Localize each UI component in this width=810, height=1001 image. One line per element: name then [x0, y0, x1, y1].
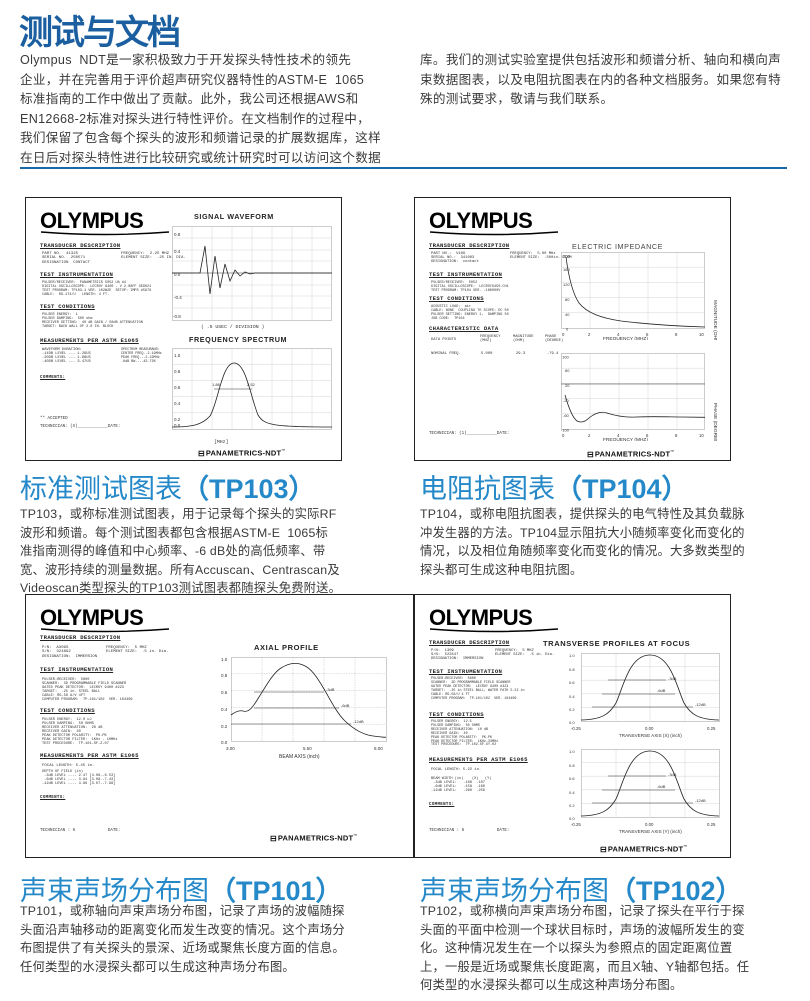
svg-text:0.0: 0.0 — [174, 272, 181, 277]
svg-text:3.00: 3.00 — [226, 746, 235, 751]
svg-text:2: 2 — [588, 433, 591, 438]
svg-text:0.4: 0.4 — [174, 249, 181, 254]
svg-text:TRANSVERSE AXIS (X) (inch): TRANSVERSE AXIS (X) (inch) — [619, 733, 682, 738]
svg-text:0.2: 0.2 — [569, 803, 575, 808]
svg-text:160: 160 — [563, 267, 570, 272]
svg-text:0.2: 0.2 — [221, 724, 228, 729]
svg-text:-20: -20 — [563, 398, 570, 403]
svg-text:-12dB: -12dB — [695, 702, 706, 707]
svg-text:0: 0 — [566, 327, 569, 332]
svg-text:-12dB: -12dB — [353, 719, 364, 724]
svg-text:0.25: 0.25 — [707, 726, 716, 731]
svg-text:-3dB: -3dB — [326, 687, 335, 692]
svg-text:2.52: 2.52 — [247, 382, 256, 387]
svg-text:0.4: 0.4 — [221, 707, 228, 712]
svg-text:-6dB: -6dB — [341, 703, 350, 708]
svg-text:-3dB: -3dB — [668, 676, 677, 681]
svg-text:-12dB: -12dB — [695, 798, 706, 803]
svg-text:40: 40 — [565, 312, 570, 317]
svg-text:-100: -100 — [561, 428, 570, 433]
svg-text:-0.4: -0.4 — [174, 295, 182, 300]
svg-text:1.0: 1.0 — [174, 353, 181, 358]
svg-text:-6dB: -6dB — [657, 688, 666, 693]
svg-text:0.8: 0.8 — [221, 673, 228, 678]
svg-text:10: 10 — [699, 433, 704, 438]
svg-text:60: 60 — [565, 368, 570, 373]
svg-text:8: 8 — [675, 433, 678, 438]
svg-text:0.00: 0.00 — [645, 822, 654, 827]
svg-text:0.0: 0.0 — [569, 720, 575, 725]
svg-text:BEAM AXIS (inch): BEAM AXIS (inch) — [279, 754, 320, 760]
svg-text:10: 10 — [699, 332, 704, 337]
svg-text:0.00: 0.00 — [645, 726, 654, 731]
svg-text:0.6: 0.6 — [174, 385, 181, 390]
svg-text:0.4: 0.4 — [569, 790, 575, 795]
svg-text:0: 0 — [562, 433, 565, 438]
svg-text:8: 8 — [675, 332, 678, 337]
svg-text:0.4: 0.4 — [174, 401, 181, 406]
svg-text:FREQUENCY (MHZ): FREQUENCY (MHZ) — [603, 437, 648, 441]
svg-text:-0.25: -0.25 — [571, 822, 581, 827]
svg-text:-3dB: -3dB — [668, 772, 677, 777]
svg-text:-60: -60 — [563, 413, 570, 418]
svg-text:0.0: 0.0 — [174, 423, 181, 428]
svg-text:0.25: 0.25 — [707, 822, 716, 827]
svg-text:0.8: 0.8 — [569, 667, 575, 672]
svg-text:0.2: 0.2 — [569, 707, 575, 712]
svg-text:120: 120 — [563, 282, 570, 287]
svg-text:0: 0 — [562, 332, 565, 337]
svg-text:0.8: 0.8 — [569, 763, 575, 768]
svg-text:1.0: 1.0 — [569, 749, 575, 754]
svg-text:20: 20 — [565, 383, 570, 388]
svg-text:-0.25: -0.25 — [571, 726, 581, 731]
svg-text:0.6: 0.6 — [221, 690, 228, 695]
svg-text:0.6: 0.6 — [569, 680, 575, 685]
svg-text:0.0: 0.0 — [569, 816, 575, 821]
svg-text:FREQUENCY (MHZ): FREQUENCY (MHZ) — [603, 336, 648, 340]
svg-text:100: 100 — [562, 355, 569, 360]
svg-text:0.4: 0.4 — [569, 694, 575, 699]
svg-text:2: 2 — [588, 332, 591, 337]
svg-text:0.6: 0.6 — [569, 776, 575, 781]
svg-text:TRANSVERSE AXIS (Y) (inch): TRANSVERSE AXIS (Y) (inch) — [619, 829, 682, 834]
svg-text:0.8: 0.8 — [174, 369, 181, 374]
svg-text:MAGNITUDE (OHM): MAGNITUDE (OHM) — [712, 300, 718, 340]
svg-text:0.0: 0.0 — [221, 740, 228, 745]
svg-text:0.2: 0.2 — [174, 417, 181, 422]
svg-text:PHASE (DEGREE): PHASE (DEGREE) — [712, 403, 718, 441]
svg-text:8.00: 8.00 — [374, 746, 383, 751]
svg-text:80: 80 — [565, 297, 570, 302]
svg-text:5.50: 5.50 — [303, 746, 312, 751]
svg-text:1.0: 1.0 — [221, 657, 228, 662]
svg-text:1.88: 1.88 — [212, 382, 221, 387]
svg-text:0.8: 0.8 — [174, 232, 181, 237]
svg-text:-0.8: -0.8 — [173, 314, 181, 319]
svg-text:200: 200 — [563, 254, 570, 259]
svg-text:1.0: 1.0 — [569, 653, 575, 658]
svg-text:-6dB: -6dB — [657, 784, 666, 789]
